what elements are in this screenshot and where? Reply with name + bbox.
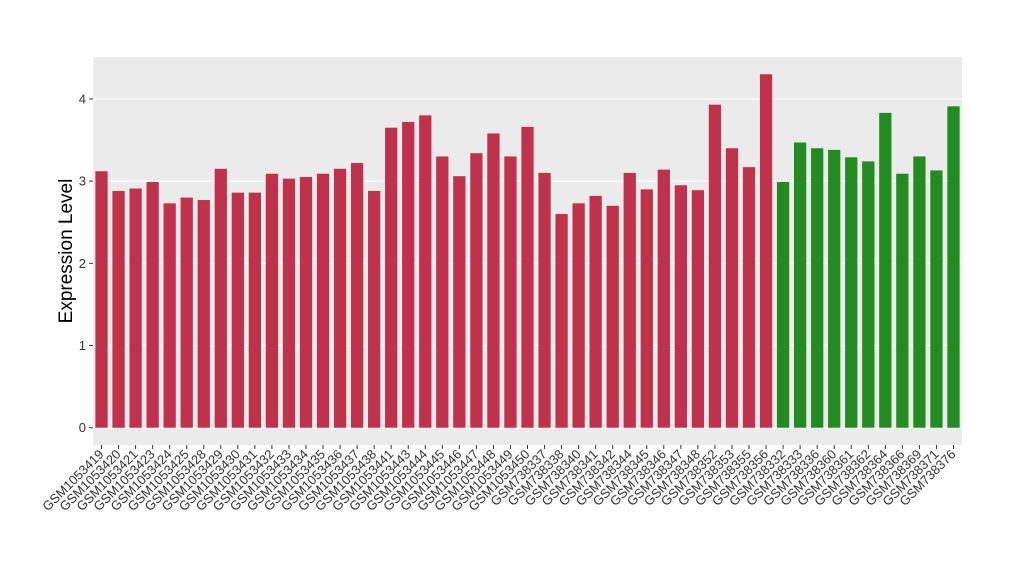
bar <box>521 126 534 428</box>
bar <box>708 104 722 428</box>
bar <box>350 163 364 428</box>
y-tick-label: 1 <box>79 338 86 353</box>
bar <box>828 149 841 428</box>
bar <box>742 167 756 428</box>
bar <box>316 173 330 428</box>
bar <box>811 148 824 428</box>
bar <box>572 203 585 428</box>
bar <box>845 157 858 428</box>
bar <box>725 148 739 428</box>
bar <box>333 168 347 428</box>
bar <box>674 185 687 428</box>
bar <box>248 192 262 428</box>
bar <box>776 181 790 428</box>
bar <box>95 171 108 428</box>
bar <box>129 188 142 428</box>
bar <box>913 156 926 428</box>
y-tick-label: 3 <box>79 174 86 189</box>
bar <box>793 142 807 428</box>
bar <box>623 172 636 428</box>
bar <box>879 112 892 428</box>
bar <box>163 203 176 428</box>
bar <box>265 173 279 428</box>
bar <box>657 169 670 428</box>
bar <box>368 190 381 428</box>
bar <box>589 195 602 428</box>
bar <box>385 127 398 428</box>
bar <box>759 74 773 428</box>
bar <box>419 115 432 428</box>
y-tick-label: 2 <box>79 256 86 271</box>
bar <box>606 205 619 428</box>
bar <box>862 161 875 428</box>
bar <box>896 173 909 428</box>
bar <box>453 176 466 428</box>
bar <box>231 192 244 428</box>
y-axis-title: Expression Level <box>56 179 77 324</box>
bar <box>282 178 296 428</box>
y-tick-label: 0 <box>79 420 86 435</box>
bar <box>947 106 960 428</box>
bar <box>214 168 227 428</box>
bar <box>402 121 415 428</box>
bar <box>930 170 943 428</box>
bar <box>112 190 125 428</box>
bar <box>299 177 313 428</box>
bar <box>538 172 551 428</box>
bar <box>470 153 483 428</box>
bar <box>555 214 568 428</box>
bar <box>146 181 159 428</box>
bar <box>487 133 500 428</box>
bar <box>436 156 449 428</box>
bar <box>197 200 210 428</box>
bar <box>640 189 653 428</box>
bar <box>691 190 705 428</box>
bar <box>180 197 193 428</box>
y-tick-label: 4 <box>79 91 86 106</box>
bar <box>504 156 517 428</box>
